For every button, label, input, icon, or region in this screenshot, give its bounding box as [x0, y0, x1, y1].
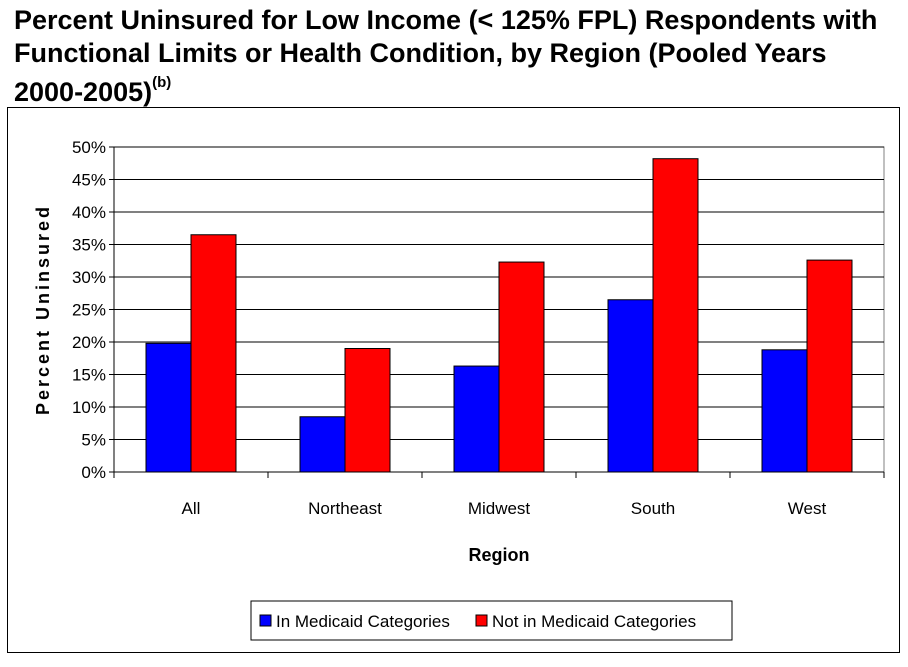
- legend-swatch-in-medicaid: [259, 614, 272, 627]
- x-axis-ticks: All Northeast Midwest South West: [113, 472, 885, 518]
- y-tick-label: 45%: [72, 171, 106, 190]
- chart-title-footnote: (b): [152, 74, 172, 91]
- chart-title: Percent Uninsured for Low Income (< 125%…: [14, 4, 894, 109]
- legend: In Medicaid Categories Not in Medicaid Ca…: [250, 600, 733, 641]
- legend-box: [250, 600, 733, 641]
- y-tick-label: 35%: [72, 236, 106, 255]
- y-tick-label: 30%: [72, 268, 106, 287]
- legend-label: In Medicaid Categories: [276, 612, 450, 631]
- bar-not-in-medicaid-midwest: [498, 261, 545, 473]
- bar-in-medicaid-northeast: [299, 416, 346, 473]
- y-tick-label: 40%: [72, 203, 106, 222]
- bar-in-medicaid-west: [761, 349, 808, 473]
- y-tick-label: 5%: [81, 431, 106, 450]
- x-axis-title: Region: [469, 545, 530, 565]
- legend-swatch-not-in-medicaid: [475, 614, 488, 627]
- legend-label: Not in Medicaid Categories: [492, 612, 696, 631]
- y-tick-label: 50%: [72, 138, 106, 157]
- y-tick-label: 20%: [72, 333, 106, 352]
- gridlines: [114, 146, 884, 440]
- chart-title-text: Percent Uninsured for Low Income (< 125%…: [14, 5, 878, 107]
- y-axis-title: Percent Uninsured: [33, 204, 53, 415]
- y-tick-label: 25%: [72, 301, 106, 320]
- x-tick-label: Midwest: [468, 499, 531, 518]
- bar-not-in-medicaid-all: [190, 234, 237, 473]
- bar-not-in-medicaid-northeast: [344, 348, 391, 473]
- bar-in-medicaid-all: [145, 342, 192, 473]
- x-tick-label: Northeast: [308, 499, 382, 518]
- y-tick-label: 0%: [81, 463, 106, 482]
- x-tick-label: All: [182, 499, 201, 518]
- bar-not-in-medicaid-south: [652, 158, 699, 473]
- y-axis-ticks: 0% 5% 10% 15% 20% 25% 30% 35% 40% 45% 50%: [72, 138, 114, 482]
- bar-chart: 0% 5% 10% 15% 20% 25% 30% 35% 40% 45% 50% All North…: [33, 138, 885, 641]
- chart-area: 0% 5% 10% 15% 20% 25% 30% 35% 40% 45% 50% All North…: [7, 107, 900, 653]
- x-tick-label: South: [631, 499, 675, 518]
- bar-not-in-medicaid-west: [806, 259, 853, 473]
- x-tick-label: West: [788, 499, 827, 518]
- y-tick-label: 10%: [72, 398, 106, 417]
- bar-in-medicaid-midwest: [453, 365, 500, 473]
- bar-in-medicaid-south: [607, 299, 654, 473]
- y-tick-label: 15%: [72, 366, 106, 385]
